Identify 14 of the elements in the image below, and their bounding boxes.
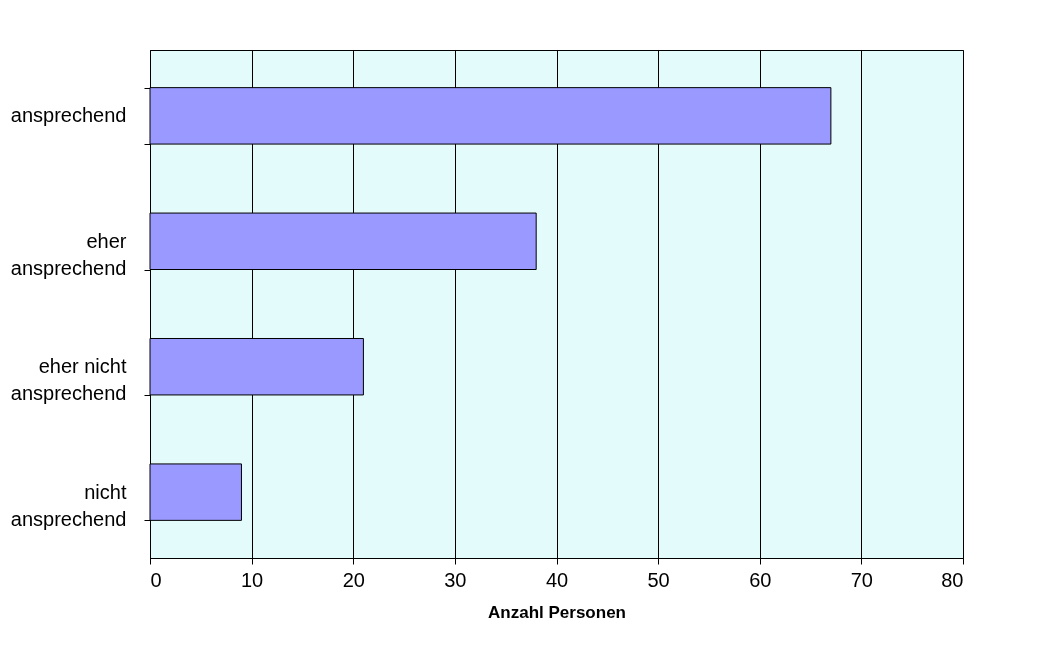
y-tick-label: nicht ansprechend [10, 480, 127, 530]
x-tick-label: 70 [850, 568, 873, 591]
x-tick-label: 30 [444, 568, 467, 591]
x-tick-label: 80 [941, 568, 964, 591]
y-tick-label: eher nicht ansprechend [10, 355, 127, 405]
y-tick-label: ansprechend [10, 104, 127, 127]
x-tick-label: 50 [647, 568, 670, 591]
x-axis-title: Anzahl Personen [488, 602, 626, 622]
x-tick-label: 20 [342, 568, 365, 591]
x-tick-label: 0 [150, 568, 162, 591]
x-tick-label: 10 [241, 568, 264, 591]
y-tick-label: eher ansprechend [10, 229, 127, 279]
x-tick-label: 40 [545, 568, 569, 591]
x-tick-label: 60 [749, 568, 772, 591]
